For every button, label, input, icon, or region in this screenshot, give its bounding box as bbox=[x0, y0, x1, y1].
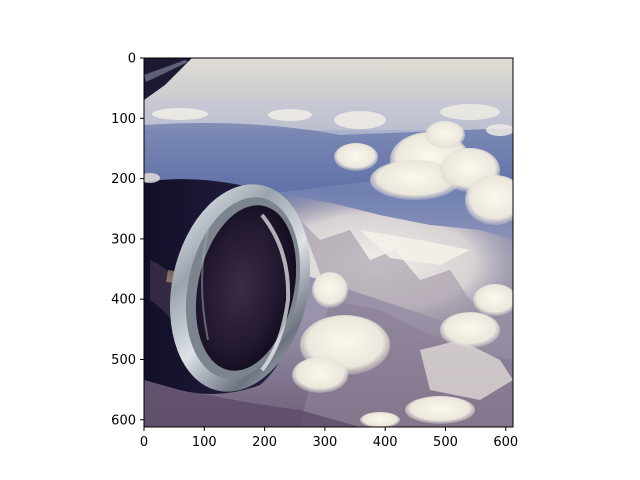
axes-frame bbox=[143, 57, 514, 428]
x-tick-label: 300 bbox=[312, 435, 337, 450]
snowy-mountains bbox=[240, 195, 513, 427]
x-tick-label: 0 bbox=[140, 435, 148, 450]
far-clouds bbox=[152, 104, 513, 136]
x-tick-label: 600 bbox=[493, 435, 518, 450]
y-tick-label: 500 bbox=[111, 353, 136, 368]
cumulus-clouds bbox=[334, 121, 513, 225]
foreground-ground bbox=[144, 380, 360, 427]
photo-image bbox=[144, 58, 513, 427]
y-axis: 0 100 200 300 400 500 600 bbox=[111, 52, 144, 428]
y-tick-label: 200 bbox=[111, 172, 136, 187]
x-tick-label: 200 bbox=[252, 435, 277, 450]
engine-intake bbox=[169, 184, 311, 392]
x-tick-label: 100 bbox=[192, 435, 217, 450]
y-tick-label: 400 bbox=[111, 293, 136, 308]
wing-tip bbox=[144, 58, 192, 100]
x-tick-label: 400 bbox=[373, 435, 398, 450]
y-tick-label: 600 bbox=[111, 413, 136, 428]
y-tick-label: 100 bbox=[111, 112, 136, 127]
x-axis: 0 100 200 300 400 500 600 bbox=[140, 427, 518, 450]
y-tick-label: 0 bbox=[128, 52, 136, 67]
y-tick-label: 300 bbox=[111, 232, 136, 247]
x-tick-label: 500 bbox=[433, 435, 458, 450]
lower-clouds bbox=[292, 272, 513, 427]
